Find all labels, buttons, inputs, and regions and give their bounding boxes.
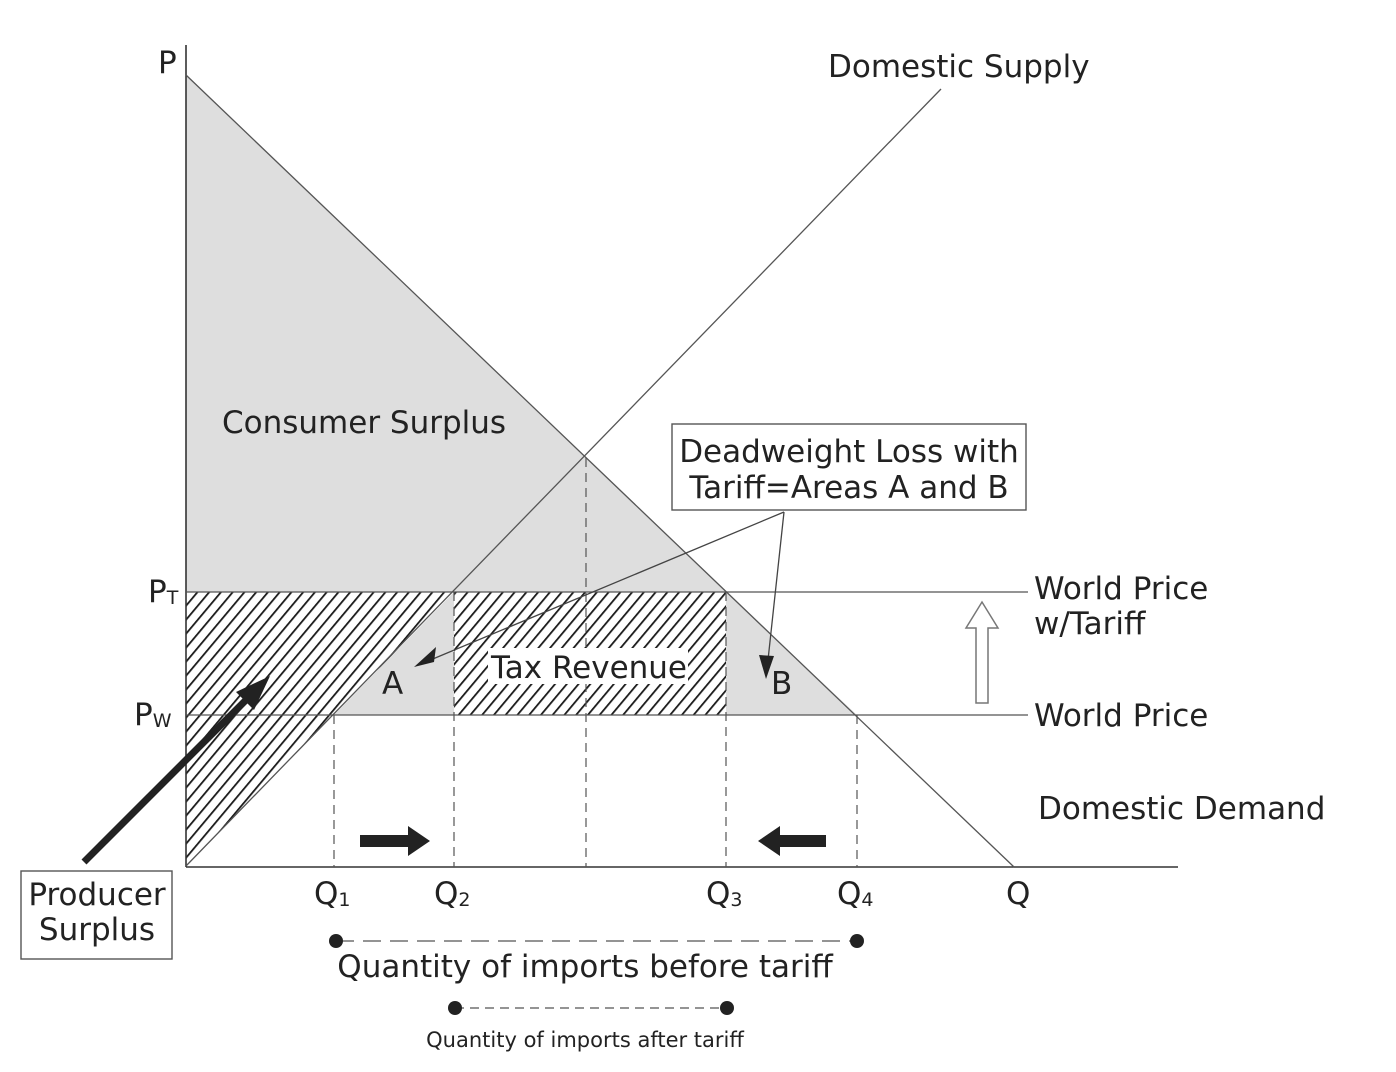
deadweight-callout-line2: Tariff=Areas A and B bbox=[688, 470, 1008, 506]
deadweight-pointer-b bbox=[767, 511, 785, 661]
imports-before-start-dot bbox=[329, 934, 343, 948]
supply-label: Domestic Supply bbox=[828, 49, 1090, 85]
producer-surplus-callout-box bbox=[20, 870, 173, 960]
producer-surplus-line1: Producer bbox=[28, 877, 166, 913]
imports-after-label: Quantity of imports after tariff bbox=[426, 1028, 744, 1052]
deadweight-callout-line1: Deadweight Loss with bbox=[679, 434, 1019, 470]
deadweight-pointer-a bbox=[427, 511, 785, 662]
dashed-guides bbox=[333, 458, 858, 867]
area-b-label: B bbox=[771, 666, 792, 702]
imports-before-end-dot bbox=[850, 934, 864, 948]
y-axis-label: P bbox=[158, 45, 177, 81]
imports-after-start-dot bbox=[448, 1001, 462, 1015]
deadweight-area-a bbox=[334, 592, 454, 715]
q4-label: Q4 bbox=[837, 876, 874, 912]
area-a-label: A bbox=[382, 666, 403, 702]
price-world-label: PW bbox=[134, 697, 172, 733]
world-price-tariff-label-2: w/Tariff bbox=[1034, 606, 1146, 642]
imports-before-label: Quantity of imports before tariff bbox=[337, 949, 833, 985]
consumer-surplus-label: Consumer Surplus bbox=[222, 405, 506, 441]
producer-surplus-arrow bbox=[81, 691, 255, 865]
tax-revenue-label-bg bbox=[488, 648, 688, 684]
producer-surplus-line2: Surplus bbox=[39, 912, 155, 948]
x-axis-label: Q bbox=[1006, 876, 1030, 912]
q2-label: Q2 bbox=[434, 876, 471, 912]
supply-curve bbox=[185, 88, 942, 867]
price-tariff-label: PT bbox=[148, 574, 179, 610]
world-price-label: World Price bbox=[1034, 698, 1208, 734]
demand-label: Domestic Demand bbox=[1038, 791, 1325, 827]
q3-label: Q3 bbox=[706, 876, 743, 912]
tax-revenue-label: Tax Revenue bbox=[490, 650, 687, 686]
q1-label: Q1 bbox=[314, 876, 351, 912]
imports-after-end-dot bbox=[720, 1001, 734, 1015]
world-price-tariff-label-1: World Price bbox=[1034, 571, 1208, 607]
price-increase-arrow-icon bbox=[964, 600, 1000, 704]
demand-curve bbox=[185, 74, 1015, 868]
producer-surplus-arrow-head bbox=[236, 676, 270, 710]
left-arrow-icon bbox=[758, 826, 826, 856]
deadweight-pointer-a-head bbox=[414, 647, 436, 667]
deadweight-pointer-b-head bbox=[759, 655, 774, 679]
right-arrow-icon bbox=[360, 826, 430, 856]
deadweight-callout-box bbox=[671, 423, 1027, 511]
